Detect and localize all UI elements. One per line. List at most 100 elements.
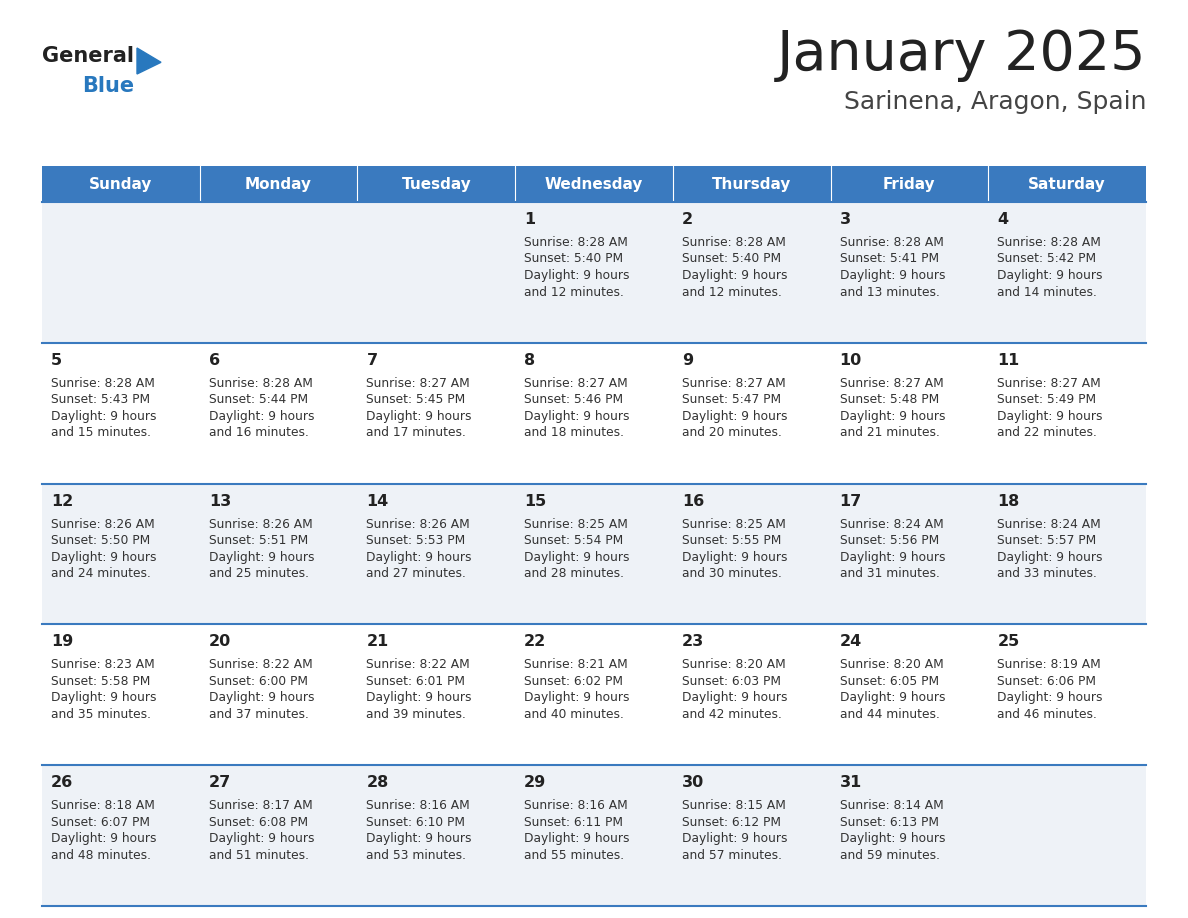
Text: Daylight: 9 hours: Daylight: 9 hours	[51, 551, 157, 564]
Text: Daylight: 9 hours: Daylight: 9 hours	[366, 551, 472, 564]
Text: Wednesday: Wednesday	[545, 176, 643, 192]
Text: Sunrise: 8:28 AM: Sunrise: 8:28 AM	[682, 236, 785, 249]
Text: and 35 minutes.: and 35 minutes.	[51, 708, 151, 721]
Text: 22: 22	[524, 634, 546, 649]
Text: Daylight: 9 hours: Daylight: 9 hours	[682, 409, 788, 423]
Text: 7: 7	[366, 353, 378, 368]
Text: Sunrise: 8:27 AM: Sunrise: 8:27 AM	[840, 376, 943, 390]
Text: Sunrise: 8:23 AM: Sunrise: 8:23 AM	[51, 658, 154, 671]
Text: Sunrise: 8:20 AM: Sunrise: 8:20 AM	[682, 658, 785, 671]
Text: Daylight: 9 hours: Daylight: 9 hours	[840, 409, 946, 423]
Text: 20: 20	[209, 634, 230, 649]
Text: Daylight: 9 hours: Daylight: 9 hours	[366, 833, 472, 845]
Text: and 30 minutes.: and 30 minutes.	[682, 567, 782, 580]
Text: Sunset: 5:51 PM: Sunset: 5:51 PM	[209, 534, 308, 547]
Text: Sunset: 5:58 PM: Sunset: 5:58 PM	[51, 675, 151, 688]
Text: Sunrise: 8:26 AM: Sunrise: 8:26 AM	[51, 518, 154, 531]
Text: and 13 minutes.: and 13 minutes.	[840, 285, 940, 298]
Polygon shape	[137, 48, 162, 74]
Text: Daylight: 9 hours: Daylight: 9 hours	[366, 691, 472, 704]
Text: 4: 4	[997, 212, 1009, 227]
Text: Sarinena, Aragon, Spain: Sarinena, Aragon, Spain	[843, 90, 1146, 114]
Text: and 24 minutes.: and 24 minutes.	[51, 567, 151, 580]
Text: Sunrise: 8:27 AM: Sunrise: 8:27 AM	[997, 376, 1101, 390]
Text: Sunset: 5:47 PM: Sunset: 5:47 PM	[682, 393, 781, 407]
Text: Sunset: 5:46 PM: Sunset: 5:46 PM	[524, 393, 624, 407]
Text: 3: 3	[840, 212, 851, 227]
Text: Sunset: 5:40 PM: Sunset: 5:40 PM	[682, 252, 781, 265]
Text: and 27 minutes.: and 27 minutes.	[366, 567, 467, 580]
Text: 19: 19	[51, 634, 74, 649]
Text: Sunset: 5:44 PM: Sunset: 5:44 PM	[209, 393, 308, 407]
Text: Saturday: Saturday	[1029, 176, 1106, 192]
Text: Sunset: 6:13 PM: Sunset: 6:13 PM	[840, 816, 939, 829]
Text: Sunset: 6:08 PM: Sunset: 6:08 PM	[209, 816, 308, 829]
Text: 13: 13	[209, 494, 230, 509]
Bar	[42, 484, 1146, 624]
Text: General: General	[42, 46, 134, 66]
Text: and 37 minutes.: and 37 minutes.	[209, 708, 309, 721]
Text: Sunset: 5:48 PM: Sunset: 5:48 PM	[840, 393, 939, 407]
Text: Sunrise: 8:28 AM: Sunrise: 8:28 AM	[524, 236, 628, 249]
Text: Tuesday: Tuesday	[402, 176, 472, 192]
Text: Daylight: 9 hours: Daylight: 9 hours	[51, 409, 157, 423]
Text: Sunrise: 8:25 AM: Sunrise: 8:25 AM	[682, 518, 785, 531]
Text: and 55 minutes.: and 55 minutes.	[524, 849, 624, 862]
Text: Sunset: 5:50 PM: Sunset: 5:50 PM	[51, 534, 150, 547]
Text: Sunrise: 8:27 AM: Sunrise: 8:27 AM	[366, 376, 470, 390]
Text: Daylight: 9 hours: Daylight: 9 hours	[524, 833, 630, 845]
Text: 31: 31	[840, 775, 861, 790]
Text: 5: 5	[51, 353, 62, 368]
Bar	[42, 342, 1146, 484]
Text: and 44 minutes.: and 44 minutes.	[840, 708, 940, 721]
Text: Daylight: 9 hours: Daylight: 9 hours	[840, 269, 946, 282]
Text: and 42 minutes.: and 42 minutes.	[682, 708, 782, 721]
Text: Daylight: 9 hours: Daylight: 9 hours	[366, 409, 472, 423]
Text: and 53 minutes.: and 53 minutes.	[366, 849, 467, 862]
Text: and 16 minutes.: and 16 minutes.	[209, 426, 309, 440]
Text: Monday: Monday	[245, 176, 312, 192]
Bar	[42, 202, 1146, 342]
Text: 24: 24	[840, 634, 861, 649]
Text: Daylight: 9 hours: Daylight: 9 hours	[997, 551, 1102, 564]
Text: 17: 17	[840, 494, 861, 509]
Bar	[516, 166, 672, 202]
Text: Sunset: 5:56 PM: Sunset: 5:56 PM	[840, 534, 939, 547]
Text: Sunset: 5:43 PM: Sunset: 5:43 PM	[51, 393, 150, 407]
Text: and 40 minutes.: and 40 minutes.	[524, 708, 624, 721]
Text: 16: 16	[682, 494, 704, 509]
Text: Sunrise: 8:22 AM: Sunrise: 8:22 AM	[209, 658, 312, 671]
Text: Sunrise: 8:15 AM: Sunrise: 8:15 AM	[682, 800, 785, 812]
Text: Sunrise: 8:28 AM: Sunrise: 8:28 AM	[51, 376, 154, 390]
Text: Daylight: 9 hours: Daylight: 9 hours	[840, 833, 946, 845]
Text: Daylight: 9 hours: Daylight: 9 hours	[209, 691, 314, 704]
Text: Sunrise: 8:17 AM: Sunrise: 8:17 AM	[209, 800, 312, 812]
Bar	[200, 166, 358, 202]
Text: 8: 8	[524, 353, 536, 368]
Text: 18: 18	[997, 494, 1019, 509]
Text: Daylight: 9 hours: Daylight: 9 hours	[997, 409, 1102, 423]
Text: and 12 minutes.: and 12 minutes.	[524, 285, 624, 298]
Text: Daylight: 9 hours: Daylight: 9 hours	[524, 551, 630, 564]
Text: Daylight: 9 hours: Daylight: 9 hours	[997, 269, 1102, 282]
Text: and 46 minutes.: and 46 minutes.	[997, 708, 1098, 721]
Text: Sunrise: 8:20 AM: Sunrise: 8:20 AM	[840, 658, 943, 671]
Text: Thursday: Thursday	[712, 176, 791, 192]
Text: Sunday: Sunday	[89, 176, 152, 192]
Text: 15: 15	[524, 494, 546, 509]
Text: and 17 minutes.: and 17 minutes.	[366, 426, 467, 440]
Text: 26: 26	[51, 775, 74, 790]
Text: Sunrise: 8:27 AM: Sunrise: 8:27 AM	[682, 376, 785, 390]
Text: Daylight: 9 hours: Daylight: 9 hours	[682, 269, 788, 282]
Text: Sunset: 5:55 PM: Sunset: 5:55 PM	[682, 534, 782, 547]
Text: and 25 minutes.: and 25 minutes.	[209, 567, 309, 580]
Text: Sunset: 5:41 PM: Sunset: 5:41 PM	[840, 252, 939, 265]
Text: Sunset: 6:06 PM: Sunset: 6:06 PM	[997, 675, 1097, 688]
Text: Sunrise: 8:26 AM: Sunrise: 8:26 AM	[209, 518, 312, 531]
Text: Daylight: 9 hours: Daylight: 9 hours	[209, 551, 314, 564]
Text: Daylight: 9 hours: Daylight: 9 hours	[524, 691, 630, 704]
Text: Friday: Friday	[883, 176, 936, 192]
Text: Sunrise: 8:27 AM: Sunrise: 8:27 AM	[524, 376, 628, 390]
Bar	[672, 166, 830, 202]
Text: Blue: Blue	[82, 76, 134, 96]
